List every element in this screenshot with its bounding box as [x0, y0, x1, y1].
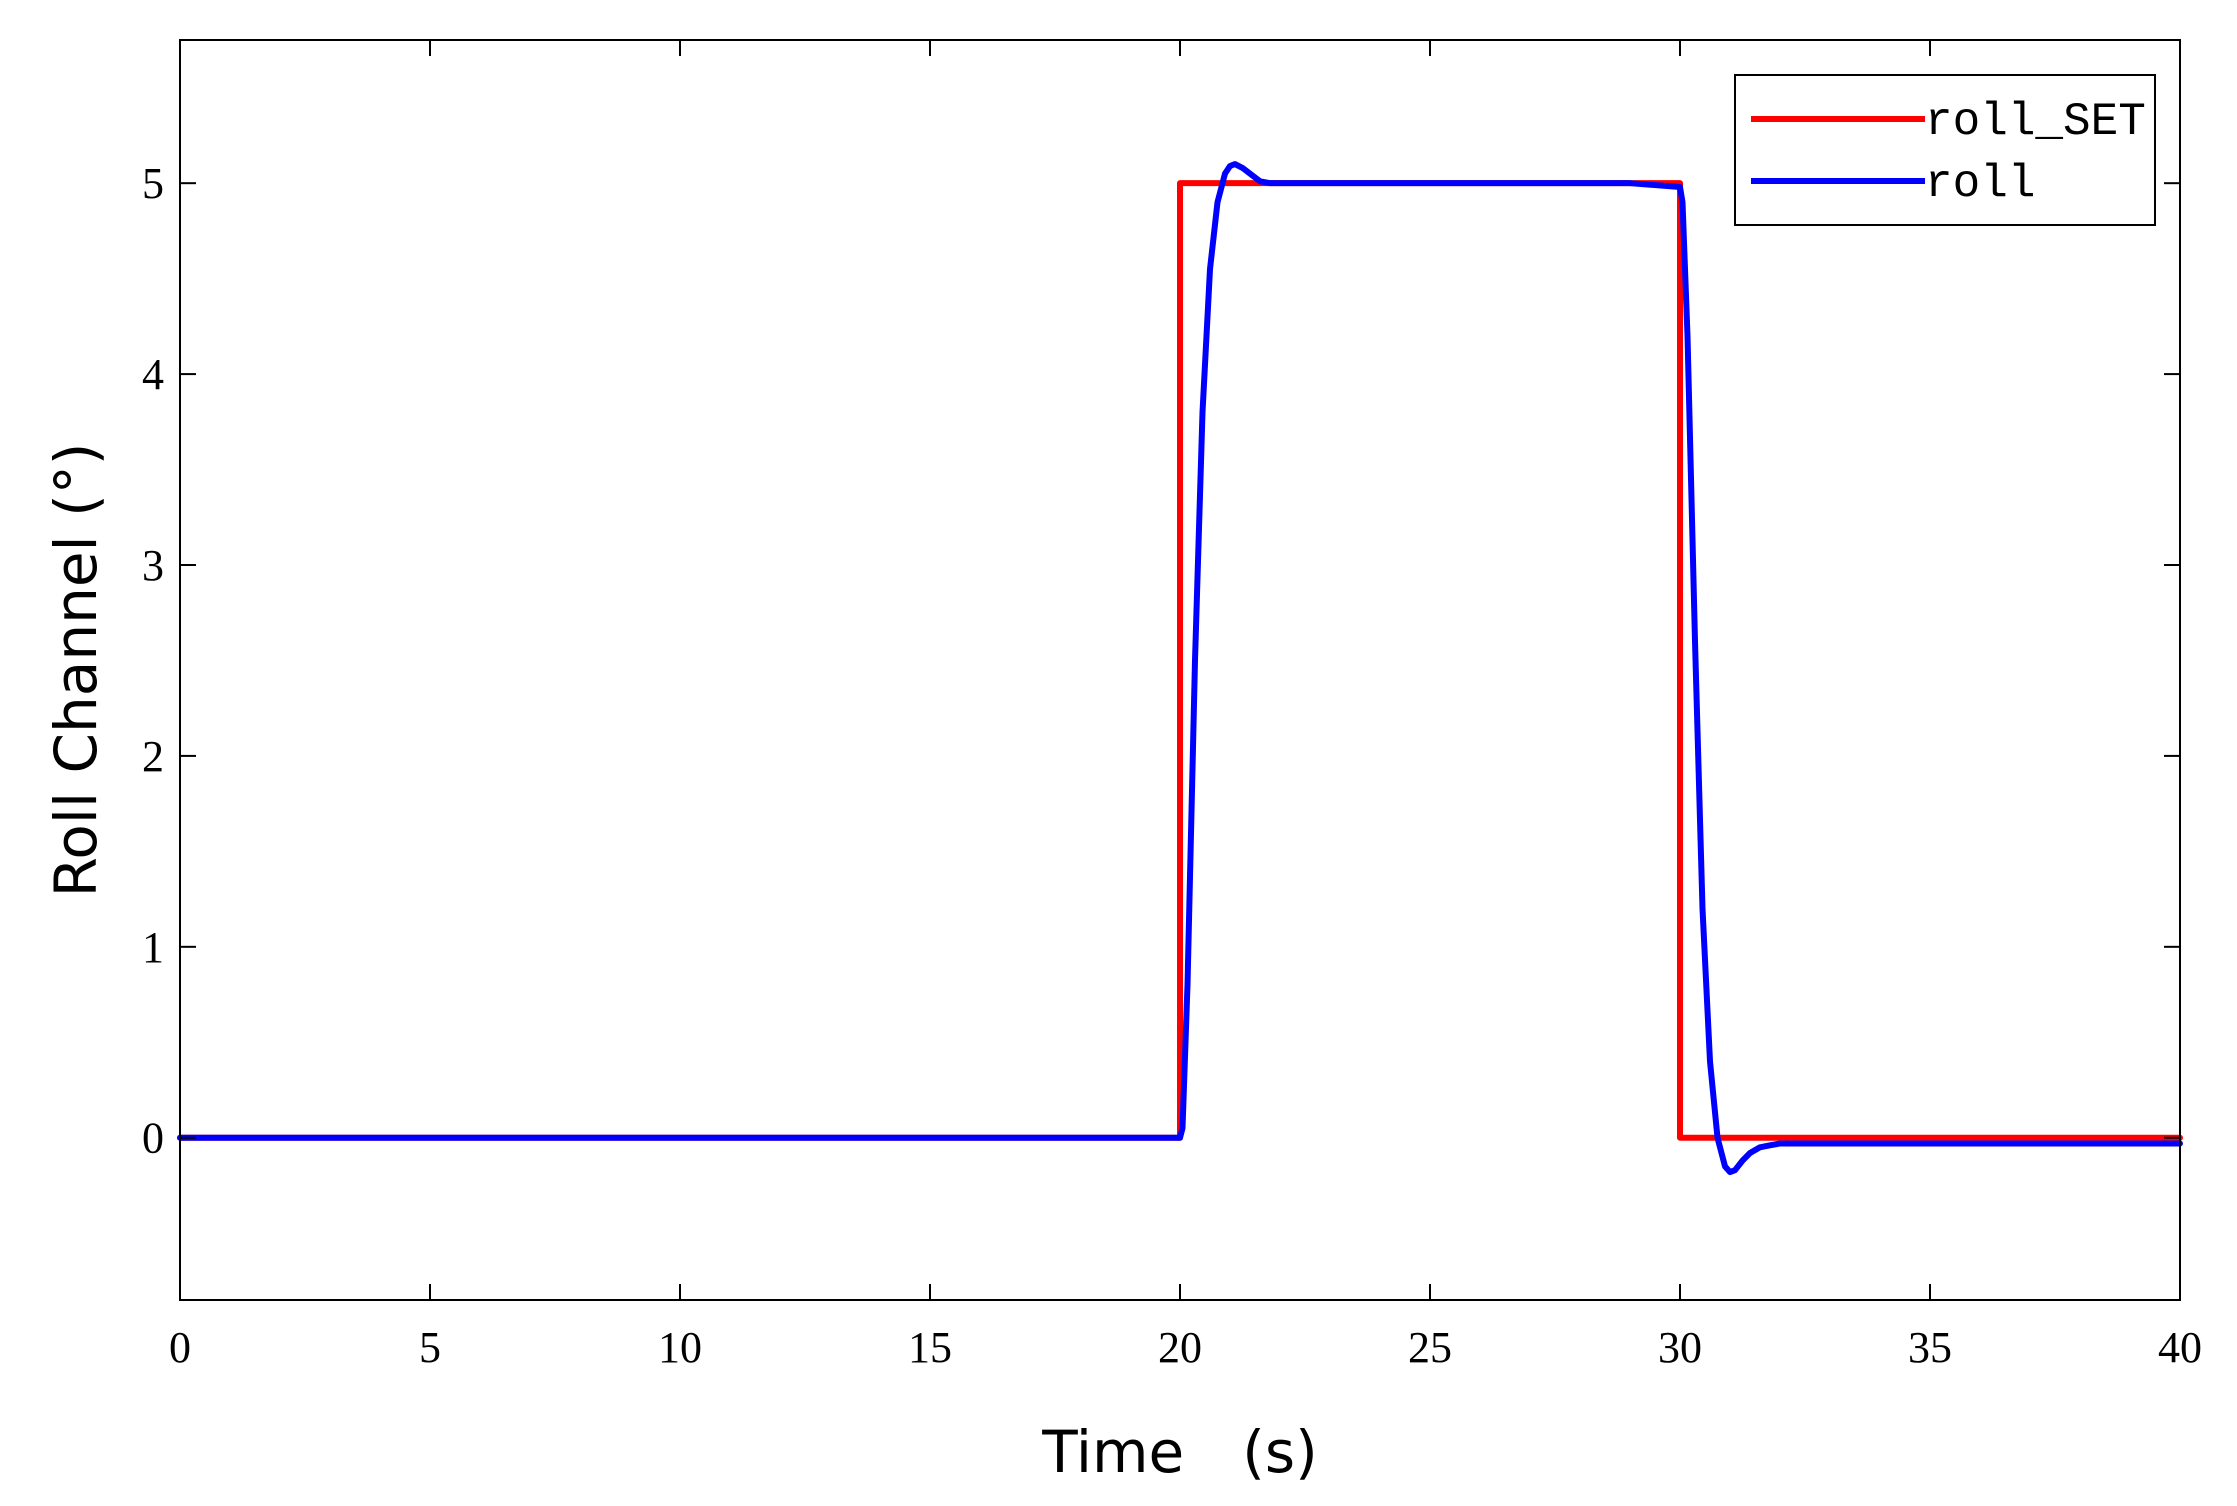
legend-label: roll_SET: [1925, 96, 2146, 148]
x-tick-label: 10: [658, 1323, 702, 1372]
x-axis-title: Time (s): [1041, 1418, 1317, 1486]
series-line-roll: [177, 161, 2183, 1176]
x-tick-label: 25: [1408, 1323, 1452, 1372]
y-axis-title: Roll Channel (°): [42, 443, 110, 898]
x-tick-label: 40: [2158, 1323, 2202, 1372]
y-tick-label: 5: [142, 159, 164, 208]
x-tick-label: 0: [169, 1323, 191, 1372]
ticks-layer: 0 5 10 15 20 25 30 35 40 0 1 2 3 4 5: [142, 40, 2202, 1372]
series-layer: [177, 161, 2183, 1176]
x-tick-label: 20: [1158, 1323, 1202, 1372]
legend-label: roll: [1925, 158, 2035, 210]
y-tick-label: 2: [142, 732, 164, 781]
x-tick-label: 35: [1908, 1323, 1952, 1372]
x-tick-label: 5: [419, 1323, 441, 1372]
y-tick-label: 4: [142, 350, 164, 399]
y-tick-label: 1: [142, 923, 164, 972]
y-tick-label: 3: [142, 541, 164, 590]
legend-box: [1734, 74, 2156, 226]
x-tick-label: 30: [1658, 1323, 1702, 1372]
x-tick-label: 15: [908, 1323, 952, 1372]
y-tick-label: 0: [142, 1114, 164, 1163]
